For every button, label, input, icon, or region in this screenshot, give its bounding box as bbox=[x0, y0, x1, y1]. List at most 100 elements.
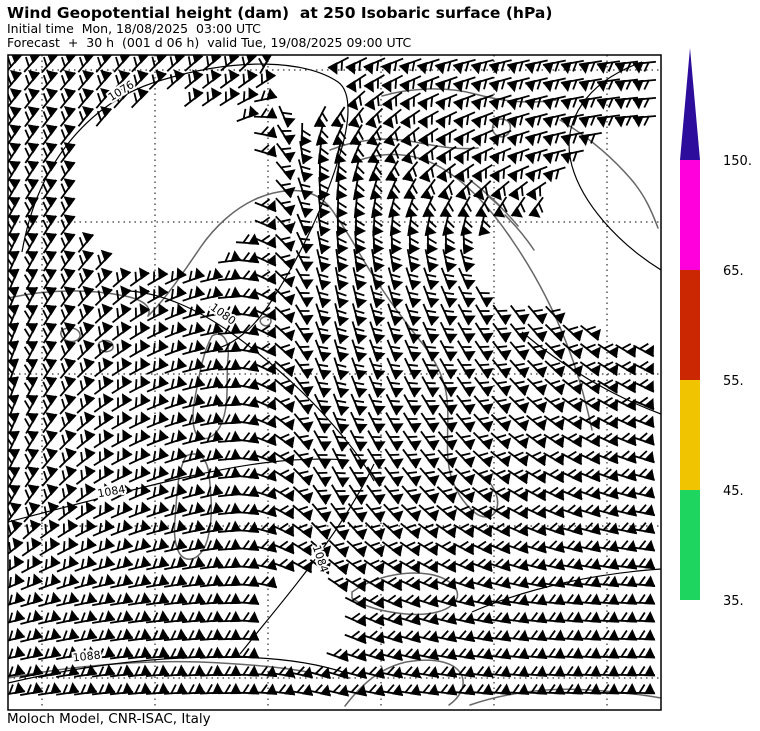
wind-barb bbox=[164, 519, 188, 535]
wind-barb bbox=[40, 501, 60, 522]
wind-barb bbox=[632, 115, 657, 128]
wind-barb bbox=[8, 555, 25, 575]
wind-barb bbox=[20, 627, 44, 643]
wind-barb bbox=[273, 469, 295, 485]
wind-barb bbox=[42, 196, 58, 218]
wind-barb bbox=[347, 503, 368, 523]
wind-barb bbox=[527, 341, 548, 361]
wind-barb bbox=[478, 213, 491, 236]
wind-barb bbox=[406, 249, 422, 273]
wind-barb bbox=[615, 361, 637, 376]
wind-barb bbox=[38, 682, 62, 696]
wind-barb bbox=[470, 558, 493, 572]
wind-barb bbox=[131, 69, 149, 91]
wind-barb bbox=[457, 340, 476, 362]
wind-barb bbox=[385, 160, 400, 182]
wind-barb bbox=[454, 486, 476, 504]
wind-barb bbox=[435, 523, 457, 539]
wind-barb bbox=[405, 285, 422, 309]
wind-barb bbox=[348, 484, 368, 506]
wind-barb bbox=[454, 449, 476, 468]
wind-barb bbox=[92, 573, 116, 589]
wind-barb bbox=[38, 609, 62, 625]
wind-barb bbox=[24, 232, 39, 254]
wind-barb bbox=[313, 393, 332, 416]
wind-barb bbox=[315, 303, 332, 327]
wind-barb bbox=[182, 267, 206, 284]
wind-barb bbox=[596, 450, 619, 465]
wind-barb bbox=[8, 106, 22, 128]
wind-barb bbox=[491, 395, 512, 415]
wind-barb bbox=[312, 448, 332, 470]
wind-barb bbox=[164, 501, 188, 518]
wind-barb bbox=[128, 519, 152, 536]
wind-barb bbox=[8, 663, 26, 679]
wind-barb bbox=[275, 161, 296, 181]
wind-barb bbox=[562, 342, 584, 360]
wind-barb bbox=[254, 360, 277, 375]
wind-barb bbox=[524, 112, 548, 129]
wind-barb bbox=[274, 378, 296, 396]
colorbar-tick-label: 35. bbox=[723, 594, 744, 609]
wind-barb bbox=[488, 594, 512, 607]
wind-barb bbox=[164, 465, 188, 482]
wind-barb bbox=[489, 505, 511, 520]
wind-barb bbox=[235, 557, 260, 569]
wind-barb bbox=[368, 375, 386, 398]
wind-barb bbox=[41, 430, 58, 452]
wind-barb bbox=[475, 286, 494, 308]
wind-barb bbox=[292, 504, 314, 522]
wind-barb bbox=[111, 339, 132, 359]
wind-barb bbox=[316, 231, 332, 255]
wind-barb bbox=[398, 576, 421, 591]
wind-barb bbox=[60, 286, 76, 308]
wind-barb bbox=[370, 267, 386, 291]
wind-barb bbox=[421, 376, 440, 398]
wind-barb bbox=[614, 414, 637, 429]
wind-barb bbox=[254, 450, 277, 464]
wind-barb bbox=[542, 522, 565, 536]
wind-barb bbox=[345, 577, 367, 592]
wind-barb bbox=[388, 195, 401, 218]
wind-barb bbox=[8, 591, 26, 608]
wind-barb bbox=[278, 105, 296, 128]
wind-barb bbox=[95, 105, 113, 127]
wind-barb bbox=[333, 339, 350, 363]
contour-label: 1084 bbox=[96, 483, 126, 501]
wind-barb bbox=[181, 628, 206, 641]
wind-barb bbox=[200, 501, 224, 517]
wind-barb bbox=[146, 339, 169, 357]
wind-barb bbox=[402, 412, 422, 434]
contour-line bbox=[239, 463, 375, 655]
wind-barb bbox=[419, 485, 440, 505]
wind-barb bbox=[236, 360, 260, 372]
wind-barb bbox=[42, 304, 58, 326]
wind-barb bbox=[507, 451, 529, 467]
wind-barb bbox=[200, 465, 224, 481]
wind-barb bbox=[274, 288, 296, 306]
wind-barb bbox=[292, 486, 314, 504]
wind-barb bbox=[182, 501, 206, 517]
wind-barb bbox=[335, 230, 349, 255]
wind-barb bbox=[42, 394, 58, 416]
wind-barb bbox=[42, 358, 58, 380]
wind-barb bbox=[350, 411, 368, 434]
wind-barb bbox=[91, 682, 116, 696]
wind-barb bbox=[201, 69, 222, 90]
coastline-path bbox=[147, 197, 259, 317]
wind-barb bbox=[472, 180, 492, 201]
wind-barb bbox=[60, 232, 76, 254]
wind-barb bbox=[164, 574, 188, 588]
wind-barb bbox=[317, 194, 331, 219]
wind-barb bbox=[23, 376, 39, 399]
wind-barb bbox=[236, 378, 260, 391]
wind-barb bbox=[542, 558, 565, 571]
wind-barb bbox=[560, 540, 583, 553]
wind-barb bbox=[474, 376, 494, 397]
wind-barb bbox=[509, 377, 530, 397]
wind-barb bbox=[200, 394, 224, 409]
wind-barb bbox=[596, 414, 619, 430]
wind-barb bbox=[334, 267, 350, 291]
wind-barb bbox=[275, 197, 296, 217]
wind-barb bbox=[200, 429, 224, 445]
